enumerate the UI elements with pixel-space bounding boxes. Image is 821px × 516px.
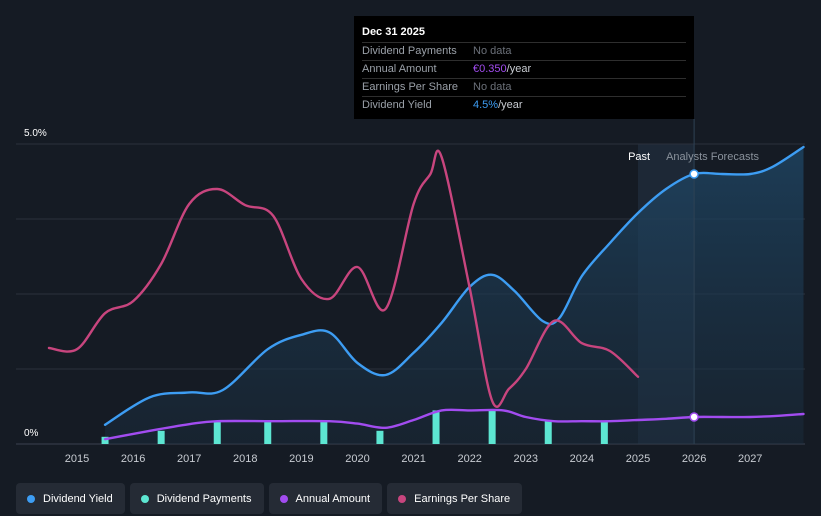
legend-label: Dividend Payments [156, 492, 252, 505]
payment-bar [376, 430, 384, 444]
annual-amount-line [103, 408, 805, 441]
tooltip-label: Earnings Per Share [362, 81, 458, 93]
tooltip-label: Dividend Payments [362, 45, 457, 57]
tooltip-row: Dividend Payments No data [362, 42, 686, 60]
tooltip-row: Dividend Yield 4.5%/year [362, 96, 686, 114]
y-tick-label: 5.0% [24, 128, 47, 139]
payment-bar [213, 421, 221, 444]
payment-bar [600, 421, 608, 444]
tooltip-label: Annual Amount [362, 63, 437, 75]
legend-earnings-per-share[interactable]: Earnings Per Share [387, 483, 523, 514]
x-tick-label: 2021 [401, 453, 425, 465]
dividend-chart: 5.0% 0% 2015 2016 2017 2018 2019 2020 2021 2022 2… [16, 119, 805, 465]
y-tick-label: 0% [24, 428, 39, 439]
tooltip-suffix: /year [498, 99, 523, 111]
payment-bar [264, 421, 272, 444]
x-tick-label: 2016 [121, 453, 145, 465]
x-tick-label: 2027 [738, 453, 762, 465]
tooltip-row: Annual Amount €0.350/year [362, 60, 686, 78]
tooltip-value: €0.350 [473, 63, 507, 75]
x-tick-label: 2015 [65, 453, 89, 465]
legend-dividend-payments[interactable]: Dividend Payments [129, 483, 264, 514]
tooltip: Dec 31 2025 Dividend Payments No data An… [354, 16, 694, 119]
legend-label: Dividend Yield [43, 492, 113, 505]
earnings-per-share-dot-icon [398, 494, 407, 503]
tooltip-date: Dec 31 2025 [362, 26, 425, 38]
x-tick-label: 2018 [233, 453, 257, 465]
x-tick-label: 2022 [457, 453, 481, 465]
dividend-yield-dot-icon [27, 494, 35, 503]
payment-bar [157, 430, 165, 444]
legend-annual-amount[interactable]: Annual Amount [268, 483, 383, 514]
past-label: Past [628, 151, 650, 163]
x-tick-label: 2019 [289, 453, 313, 465]
x-tick-label: 2017 [177, 453, 201, 465]
x-tick-label: 2023 [514, 453, 538, 465]
dividend-payments-dot-icon [140, 494, 149, 503]
legend-label: Earnings Per Share [414, 492, 511, 505]
payment-bar [320, 421, 328, 444]
payment-bar [544, 421, 552, 444]
dividend-yield-area [105, 147, 804, 444]
annual-amount-dot-icon [279, 494, 288, 503]
earnings-per-share-line [47, 149, 640, 408]
tooltip-label: Dividend Yield [362, 99, 432, 111]
x-tick-label: 2024 [570, 453, 594, 465]
tooltip-value: No data [473, 81, 512, 93]
payment-bar [432, 410, 440, 444]
x-tick-label: 2020 [345, 453, 369, 465]
dividend-yield-highlight-dot [689, 169, 699, 179]
x-tick-label: 2025 [626, 453, 650, 465]
forecast-label: Analysts Forecasts [666, 151, 759, 163]
tooltip-value: 4.5% [473, 99, 499, 111]
annual-amount-highlight-dot [689, 412, 699, 422]
tooltip-suffix: /year [506, 63, 532, 75]
legend: Dividend Yield Dividend Payments Annual … [16, 483, 527, 514]
legend-label: Annual Amount [295, 492, 371, 505]
payment-bar [488, 410, 496, 444]
tooltip-value: No data [473, 45, 512, 57]
tooltip-row: Earnings Per Share No data [362, 78, 686, 96]
x-tick-label: 2026 [682, 453, 706, 465]
legend-dividend-yield[interactable]: Dividend Yield [16, 483, 125, 514]
